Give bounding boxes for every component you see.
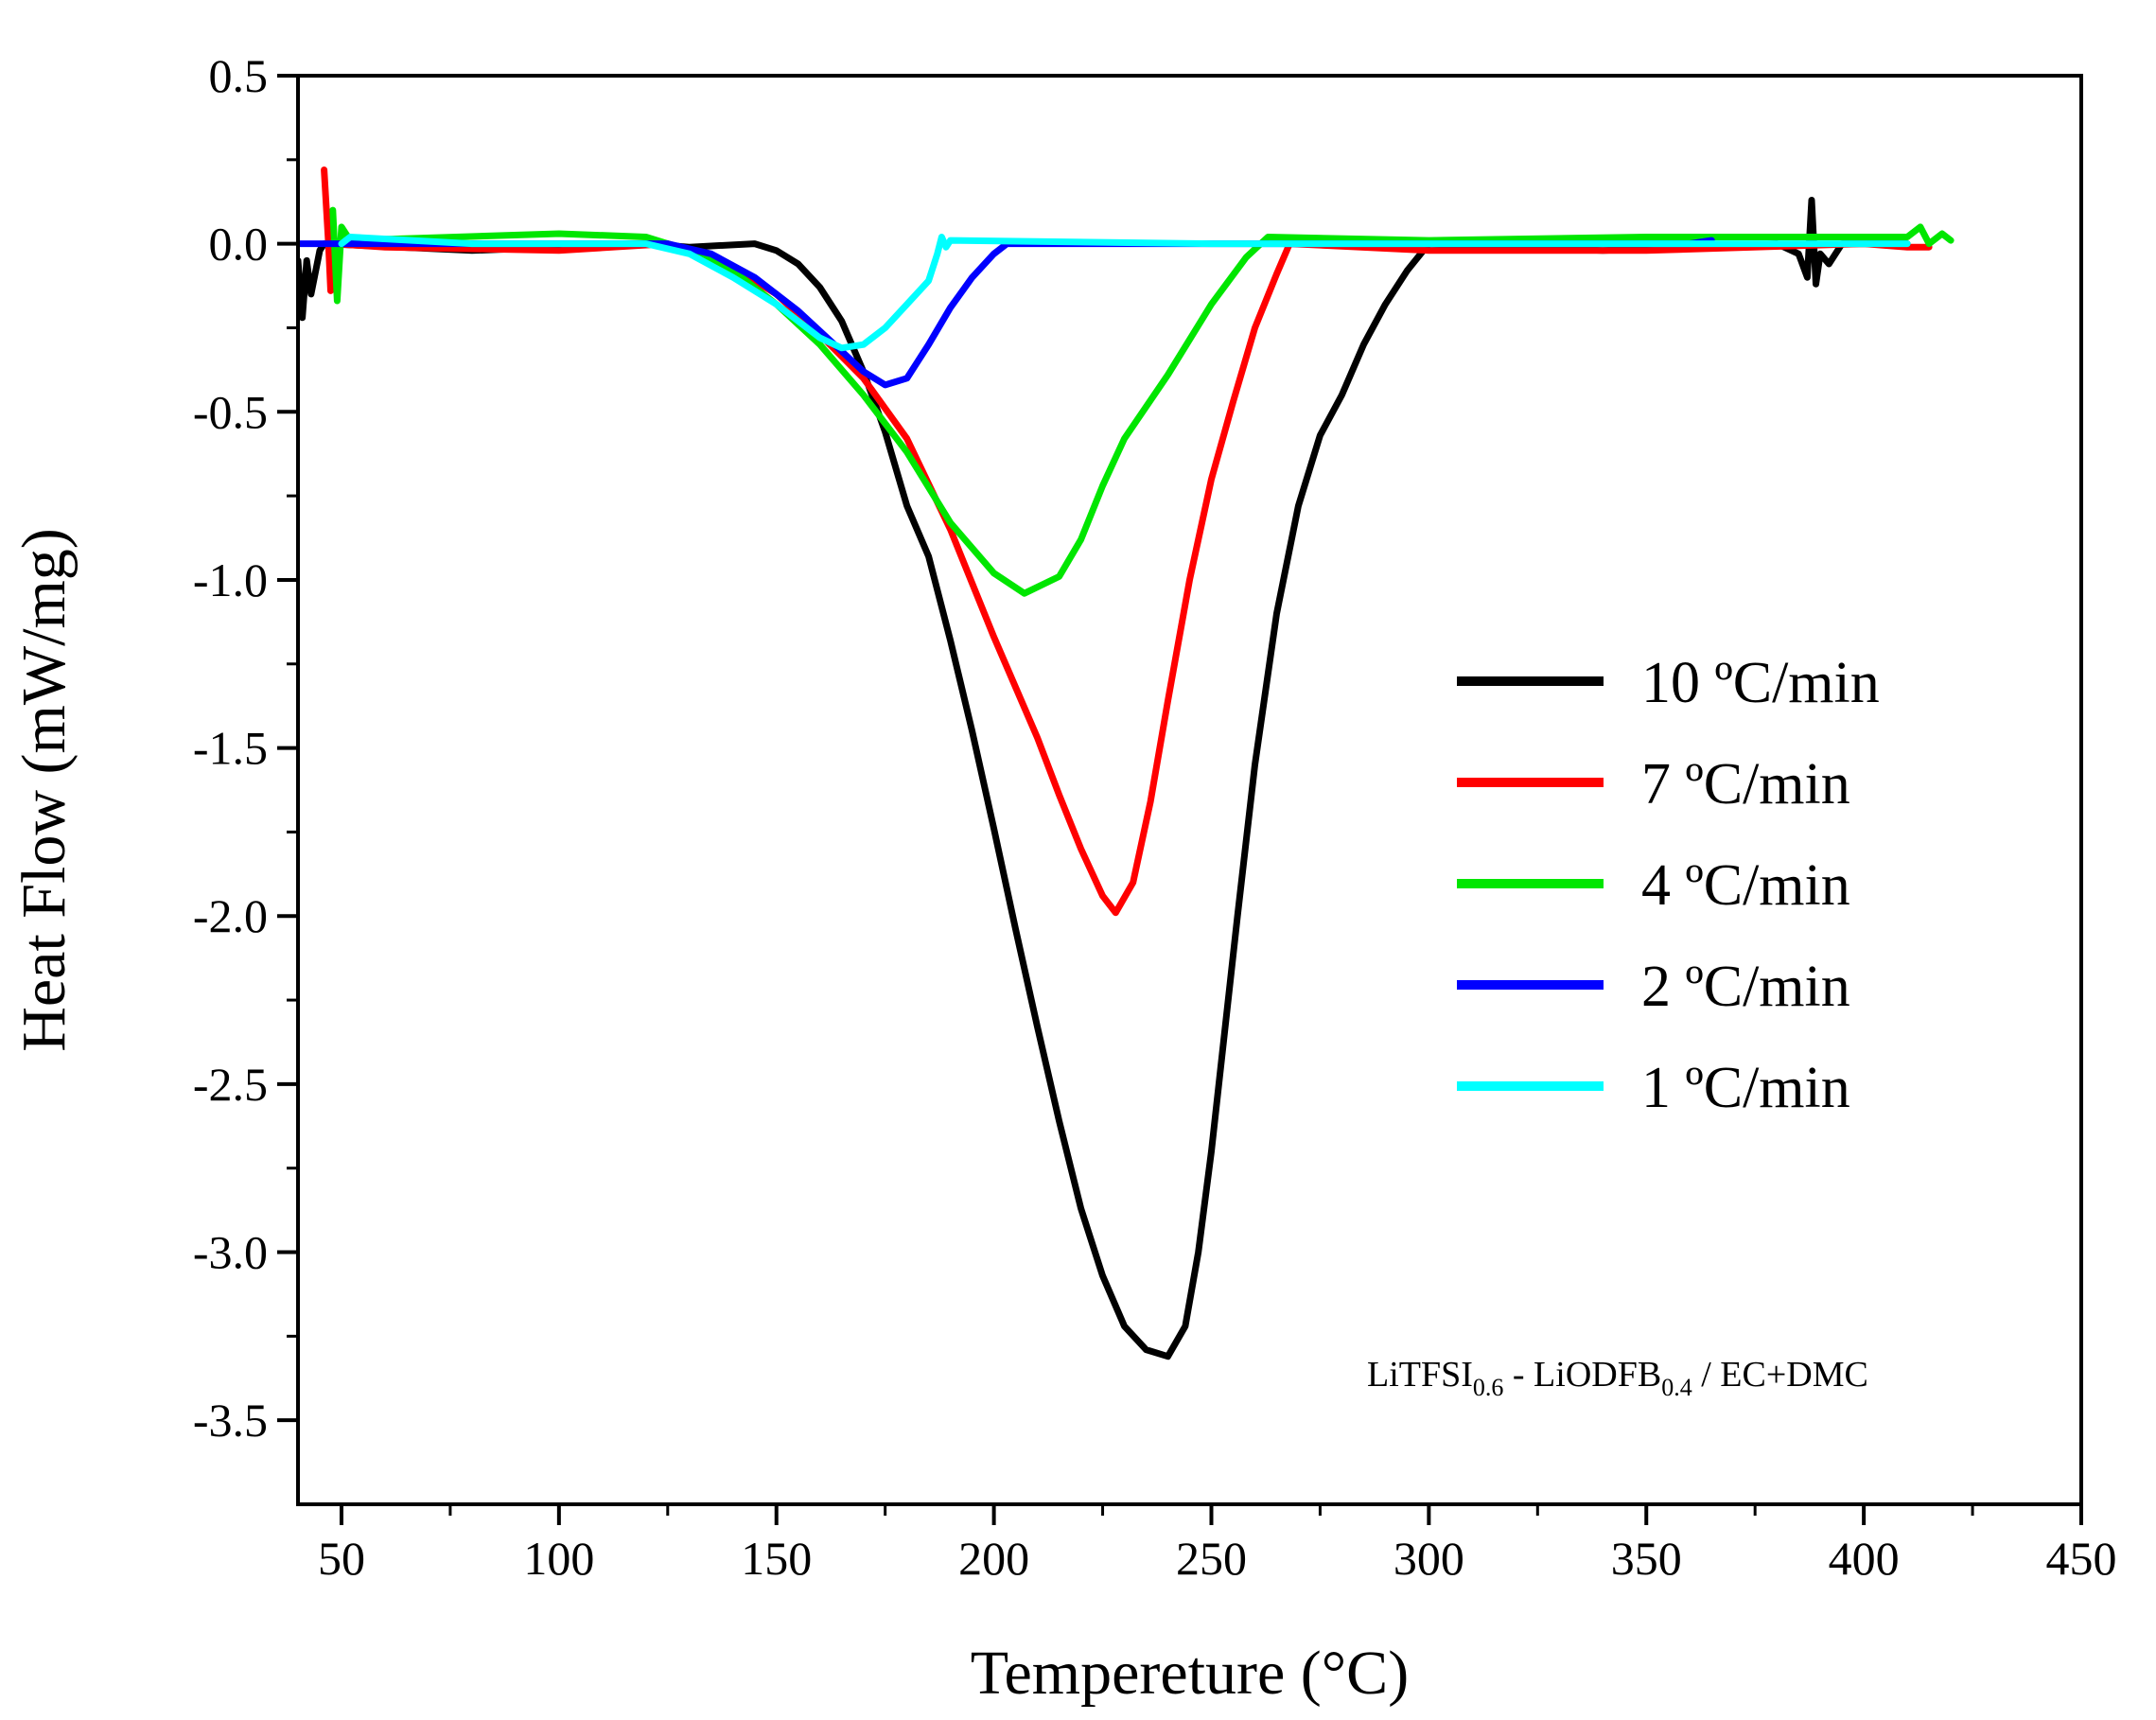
y-tick-label: -2.5 <box>193 1058 268 1111</box>
series-line-5 <box>338 234 1911 352</box>
series-line-2 <box>321 167 1933 917</box>
x-axis-title: Tempereture (°C) <box>971 1639 1409 1708</box>
y-tick-label: -1.5 <box>193 722 268 775</box>
y-tick-label: -1.0 <box>193 553 268 606</box>
x-tick-label: 200 <box>958 1532 1029 1585</box>
x-tick-label: 300 <box>1394 1532 1464 1585</box>
y-tick-label: 0.5 <box>209 49 269 102</box>
y-tick-label: 0.0 <box>209 218 269 271</box>
x-tick-label: 50 <box>318 1532 365 1585</box>
y-axis-title: Heat Flow (mW/mg) <box>9 528 79 1052</box>
legend-label-4: 2 ºC/min <box>1641 955 1850 1019</box>
sample-annotation: LiTFSI0.6 - LiODFB0.4 / EC+DMC <box>1367 1355 1868 1401</box>
x-tick-label: 400 <box>1829 1532 1900 1585</box>
x-tick-label: 100 <box>523 1532 594 1585</box>
y-tick-label: -2.0 <box>193 889 268 942</box>
annotation-part: LiTFSI <box>1367 1355 1473 1395</box>
plot-area <box>298 167 1954 1360</box>
plot-frame <box>296 74 2083 1506</box>
series-line-3 <box>329 206 1954 597</box>
annotation-part: - LiODFB <box>1503 1355 1661 1395</box>
x-tick-label: 150 <box>741 1532 812 1585</box>
legend-label-5: 1 ºC/min <box>1641 1056 1850 1120</box>
y-tick-label: -3.0 <box>193 1226 268 1279</box>
annotation-part: 0.6 <box>1473 1374 1504 1401</box>
legend-label-3: 4 ºC/min <box>1641 853 1850 918</box>
x-tick-label: 350 <box>1611 1532 1682 1585</box>
y-tick-label: -3.5 <box>193 1394 268 1447</box>
legend: 10 ºC/min 7 ºC/min 4 ºC/min 2 ºC/min 1 ºC/mi… <box>1457 651 1880 1120</box>
series-line-4 <box>298 237 1715 389</box>
x-tick-label: 250 <box>1176 1532 1247 1585</box>
legend-label-1: 10 ºC/min <box>1641 651 1880 715</box>
x-tick-label: 450 <box>2046 1532 2117 1585</box>
legend-label-2: 7 ºC/min <box>1641 752 1850 816</box>
y-tick-label: -0.5 <box>193 385 268 438</box>
annotation-part: 0.4 <box>1661 1374 1692 1401</box>
annotation-part: / EC+DMC <box>1692 1355 1868 1395</box>
axes: 50 100 150 200 250 300 350 400 450 0.5 0.0 -0.5 -1.0… <box>193 49 2117 1585</box>
